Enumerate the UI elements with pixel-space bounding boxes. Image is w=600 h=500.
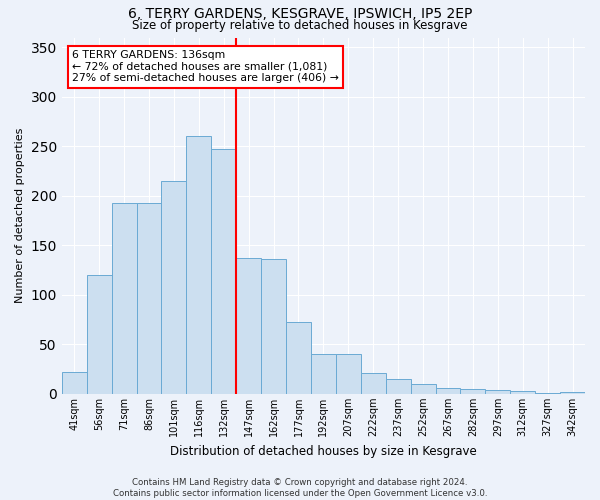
Bar — [261, 260, 286, 394]
Bar — [510, 391, 535, 394]
Bar — [211, 150, 236, 394]
Bar — [286, 322, 311, 394]
Text: Size of property relative to detached houses in Kesgrave: Size of property relative to detached ho… — [132, 18, 468, 32]
Bar — [560, 392, 585, 394]
Bar — [361, 373, 386, 394]
Bar — [336, 354, 361, 394]
Bar — [236, 258, 261, 394]
Bar — [62, 372, 87, 394]
Bar — [87, 275, 112, 394]
Text: 6, TERRY GARDENS, KESGRAVE, IPSWICH, IP5 2EP: 6, TERRY GARDENS, KESGRAVE, IPSWICH, IP5… — [128, 8, 472, 22]
Bar — [410, 384, 436, 394]
Bar — [535, 393, 560, 394]
Bar — [187, 136, 211, 394]
X-axis label: Distribution of detached houses by size in Kesgrave: Distribution of detached houses by size … — [170, 444, 477, 458]
Bar — [137, 203, 161, 394]
Bar — [460, 389, 485, 394]
Bar — [112, 203, 137, 394]
Bar — [436, 388, 460, 394]
Bar — [161, 181, 187, 394]
Y-axis label: Number of detached properties: Number of detached properties — [15, 128, 25, 304]
Text: Contains HM Land Registry data © Crown copyright and database right 2024.
Contai: Contains HM Land Registry data © Crown c… — [113, 478, 487, 498]
Bar — [485, 390, 510, 394]
Bar — [386, 379, 410, 394]
Bar — [311, 354, 336, 394]
Text: 6 TERRY GARDENS: 136sqm
← 72% of detached houses are smaller (1,081)
27% of semi: 6 TERRY GARDENS: 136sqm ← 72% of detache… — [72, 50, 339, 83]
